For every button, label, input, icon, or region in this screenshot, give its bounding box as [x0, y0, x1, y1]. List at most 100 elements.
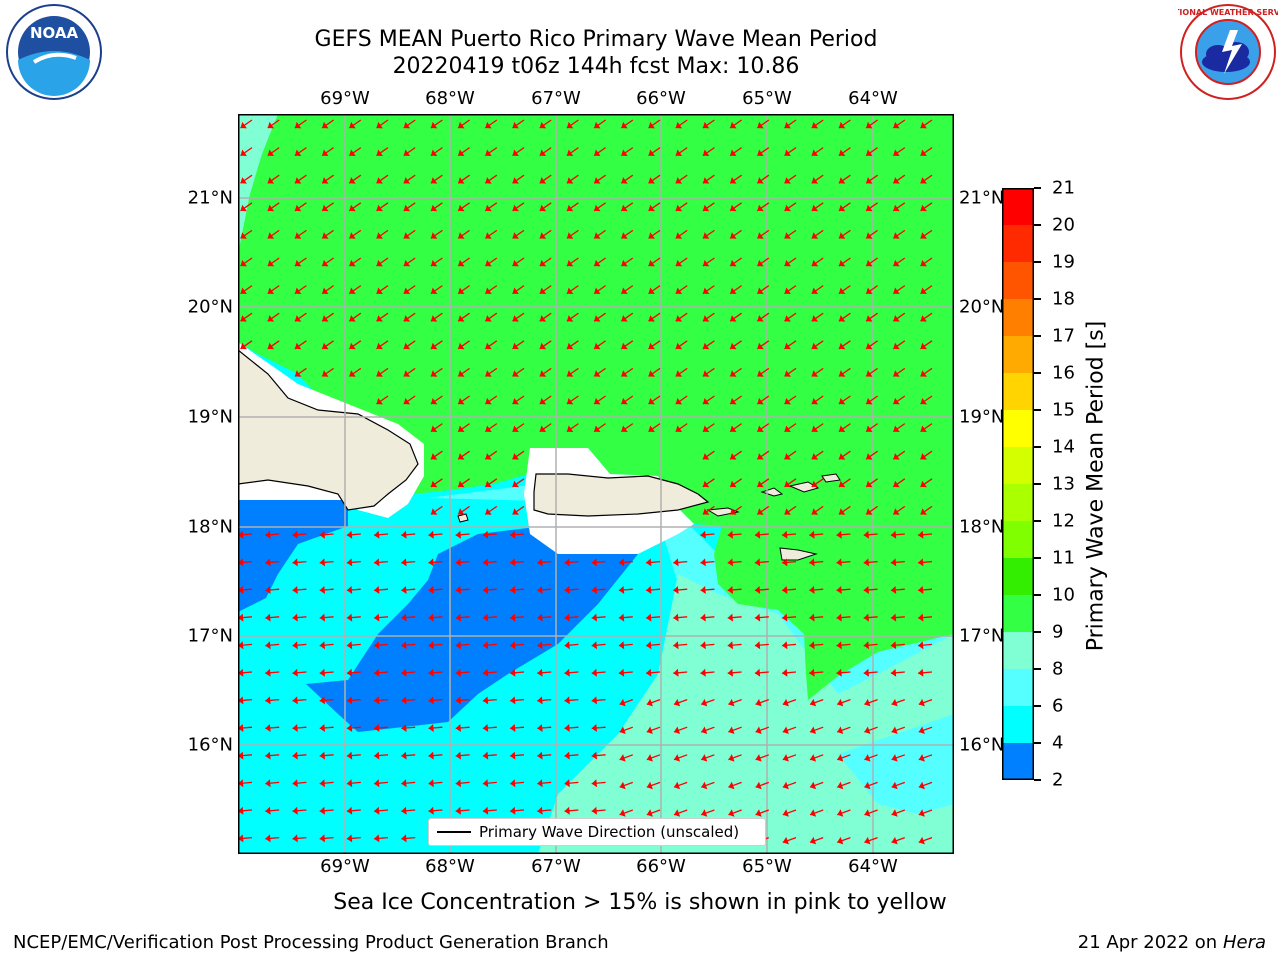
wave-direction-arrow	[484, 423, 498, 433]
wave-direction-arrow	[892, 478, 906, 488]
wave-direction-arrow	[809, 754, 824, 762]
colorbar-tick-label: 15	[1052, 399, 1075, 421]
wave-direction-arrow	[267, 285, 280, 295]
colorbar-tick-label: 11	[1052, 547, 1075, 569]
wave-direction-arrow	[702, 395, 715, 405]
wave-direction-arrow	[838, 257, 851, 267]
wave-direction-arrow	[484, 478, 498, 488]
wave-direction-arrow	[620, 395, 634, 405]
wave-direction-arrow	[566, 229, 579, 239]
wave-direction-arrow	[265, 641, 280, 650]
wave-direction-arrow	[892, 312, 906, 322]
wave-direction-arrow	[240, 174, 253, 184]
wave-direction-arrow	[675, 229, 688, 239]
wave-direction-arrow	[864, 726, 878, 734]
wave-direction-arrow	[374, 613, 389, 622]
wave-direction-arrow	[700, 809, 715, 817]
wave-direction-arrow	[238, 779, 253, 788]
wave-direction-arrow	[838, 119, 851, 129]
wave-direction-arrow	[784, 450, 797, 460]
wave-direction-arrow	[539, 340, 552, 350]
wave-direction-arrow	[430, 202, 443, 212]
colorbar-tick-label: 2	[1052, 769, 1064, 791]
wave-direction-arrow	[864, 809, 878, 817]
wave-direction-arrow	[319, 530, 334, 539]
wave-direction-arrow	[756, 450, 770, 460]
lon-label-top-64w: 64°W	[848, 88, 898, 109]
wave-direction-arrow	[238, 724, 253, 732]
wave-direction-arrow	[319, 668, 334, 677]
wave-direction-arrow	[729, 423, 742, 433]
wave-direction-arrow	[920, 450, 933, 460]
wave-direction-arrow	[811, 312, 824, 322]
wave-direction-arrow	[512, 395, 525, 405]
wave-direction-arrow	[729, 395, 742, 405]
wave-direction-arrow	[512, 505, 525, 515]
wave-direction-arrow	[782, 754, 797, 762]
wave-direction-arrow	[892, 450, 906, 460]
wave-direction-arrow	[702, 423, 715, 433]
period-band-8-9-patch	[838, 714, 954, 814]
wave-direction-arrow	[482, 530, 497, 539]
wave-direction-arrow	[892, 257, 906, 267]
wave-direction-arrow	[646, 668, 661, 677]
wave-direction-arrow	[729, 340, 742, 350]
wave-direction-arrow	[836, 668, 851, 677]
wave-direction-arrow	[809, 668, 824, 677]
wave-direction-arrow	[727, 586, 742, 594]
wave-direction-arrow	[537, 558, 552, 567]
wave-direction-arrow	[784, 395, 797, 405]
lon-label-top-69w: 69°W	[320, 88, 370, 109]
chart-title: GEFS MEAN Puerto Rico Primary Wave Mean …	[314, 27, 878, 52]
wave-direction-arrow	[319, 586, 334, 594]
wave-direction-arrow	[403, 285, 416, 295]
wave-direction-arrow	[376, 174, 389, 184]
wave-direction-arrow	[648, 202, 661, 212]
wave-direction-arrow	[566, 340, 579, 350]
wave-direction-arrow	[863, 641, 878, 650]
wave-direction-arrow	[321, 312, 334, 322]
wave-direction-arrow	[240, 229, 253, 239]
wave-direction-arrow	[865, 257, 878, 267]
wave-direction-arrow	[836, 530, 851, 539]
wave-direction-arrow	[619, 781, 634, 790]
colorbar-segment	[1002, 262, 1034, 300]
wave-direction-arrow	[457, 450, 470, 460]
wave-direction-arrow	[646, 698, 661, 707]
wave-direction-arrow	[729, 505, 742, 515]
colorbar-segment	[1002, 299, 1034, 337]
wave-direction-arrow	[620, 312, 634, 322]
wave-direction-arrow	[755, 754, 770, 762]
wave-direction-arrow	[836, 836, 851, 845]
wave-direction-arrow	[321, 285, 334, 295]
wave-direction-arrow	[376, 257, 389, 267]
wave-direction-arrow	[348, 340, 362, 350]
wave-direction-arrow	[537, 806, 552, 815]
wave-direction-arrow	[673, 668, 688, 677]
wave-direction-arrow	[348, 312, 362, 322]
wave-direction-arrow	[784, 505, 797, 515]
lon-label-bottom-65w: 65°W	[742, 856, 792, 877]
wave-direction-arrow	[673, 558, 688, 567]
colorbar-tick-mark	[1034, 298, 1041, 300]
land-puerto-rico	[533, 473, 710, 517]
wave-direction-arrow	[267, 147, 280, 157]
wave-direction-arrow	[591, 558, 606, 567]
wave-direction-arrow	[591, 668, 606, 677]
wave-direction-arrow	[319, 834, 334, 843]
period-band-4-6-west	[238, 500, 348, 612]
wave-direction-arrow	[428, 668, 443, 677]
lon-label-top-67w: 67°W	[531, 88, 581, 109]
footer-machine: Hera	[1222, 932, 1266, 953]
colorbar-tick-mark	[1034, 187, 1041, 189]
wave-direction-arrow	[756, 478, 770, 488]
wave-direction-arrow	[920, 229, 933, 239]
wave-direction-arrow	[321, 367, 334, 377]
wave-direction-arrow	[374, 586, 389, 594]
wave-direction-arrow	[564, 696, 579, 705]
wave-direction-arrow	[675, 423, 688, 433]
wave-direction-arrow	[321, 202, 334, 212]
wave-direction-arrow	[756, 174, 770, 184]
wave-direction-arrow	[346, 530, 361, 539]
wave-direction-arrow	[510, 751, 525, 760]
